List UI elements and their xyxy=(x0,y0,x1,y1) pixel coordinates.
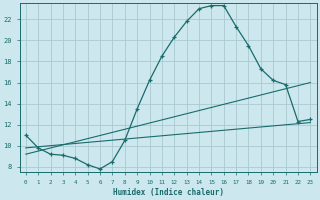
X-axis label: Humidex (Indice chaleur): Humidex (Indice chaleur) xyxy=(113,188,224,197)
